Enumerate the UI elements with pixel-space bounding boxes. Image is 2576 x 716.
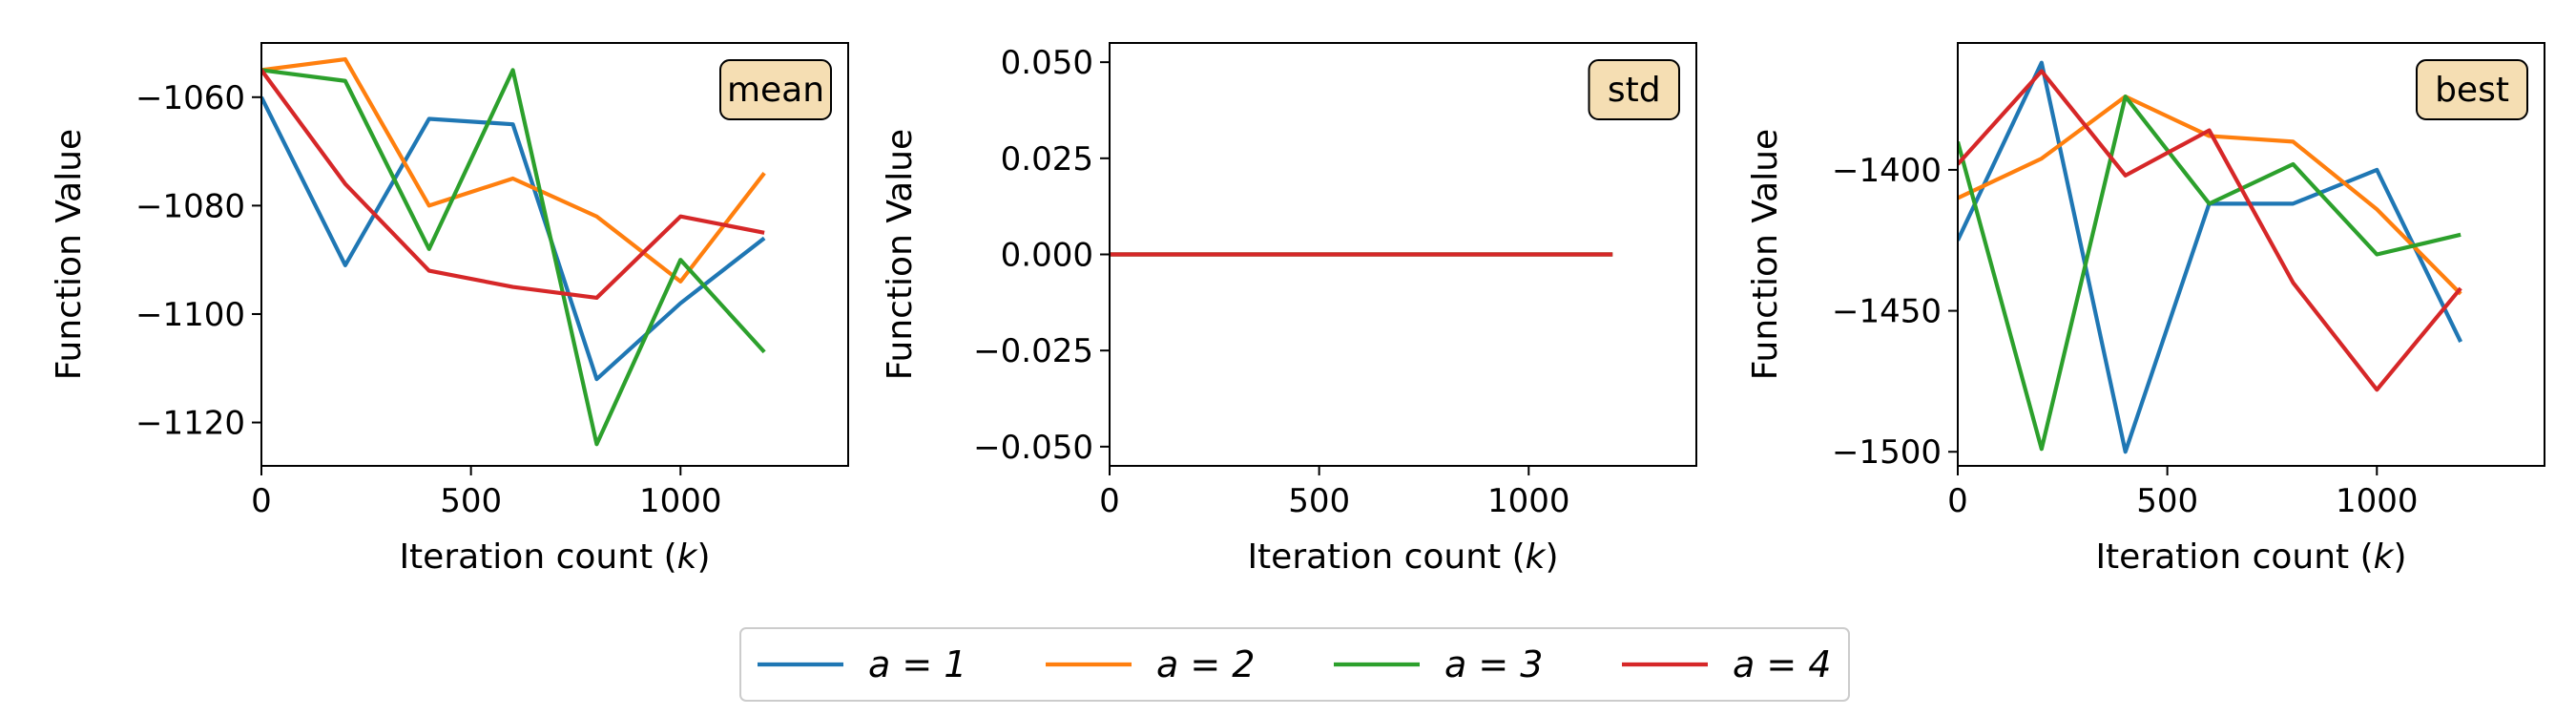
series-line-4 xyxy=(261,69,765,301)
chart-panel-best: 0 500 1000 −1400 −1450 −1500 Iteration count (… xyxy=(1746,42,2545,577)
legend-entry-1: a = 1 xyxy=(758,643,966,685)
series-line-4 xyxy=(1958,69,2462,392)
legend-entry-2: a = 2 xyxy=(1046,643,1255,685)
legend-label: a = 1 xyxy=(868,643,966,685)
badge-box xyxy=(719,59,832,120)
x-axis-label: Iteration count (k) xyxy=(1247,537,1558,577)
series-line-2 xyxy=(1958,95,2462,296)
y-tick-label: −0.025 xyxy=(973,332,1093,370)
y-tick-label: 0.050 xyxy=(1001,44,1093,82)
legend-label: a = 3 xyxy=(1444,643,1543,685)
y-tick-label: −1060 xyxy=(135,79,245,117)
axes-frame xyxy=(260,42,849,467)
x-tick-label: 500 xyxy=(440,482,502,520)
series-group xyxy=(1958,60,2463,454)
y-tick-label: −1080 xyxy=(135,187,245,225)
badge-label: mean xyxy=(727,71,824,110)
y-tick-label: −1100 xyxy=(135,296,245,334)
y-axis-label: Function Value xyxy=(50,129,89,380)
y-tick-label: −1500 xyxy=(1832,433,1942,472)
legend: a = 1 a = 2 a = 3 a = 4 xyxy=(739,627,1850,702)
series-group xyxy=(261,56,766,447)
y-tick-label: −0.050 xyxy=(973,429,1093,467)
y-tick-label: −1400 xyxy=(1832,152,1942,190)
y-tick-label: −1120 xyxy=(135,405,245,443)
y-axis-label: Function Value xyxy=(1746,129,1785,380)
badge-box xyxy=(1588,59,1680,120)
legend-entry-4: a = 4 xyxy=(1622,643,1831,685)
legend-label: a = 4 xyxy=(1733,643,1831,685)
panel-badge-std: std xyxy=(1588,59,1680,120)
series-line-2 xyxy=(261,56,766,284)
x-tick-label: 0 xyxy=(251,482,272,520)
x-tick-label: 1000 xyxy=(2336,482,2419,520)
badge-label: best xyxy=(2435,71,2509,110)
panel-badge-mean: mean xyxy=(719,59,832,120)
legend-label: a = 2 xyxy=(1156,643,1255,685)
legend-frame xyxy=(739,627,1850,702)
chart-panel-std: 0 500 1000 0.050 0.025 0.000 −0.025 −0.050 Itera… xyxy=(881,42,1697,577)
x-axis-label: Iteration count (k) xyxy=(399,537,710,577)
y-tick-label: −1450 xyxy=(1832,293,1942,331)
x-tick-label: 1000 xyxy=(1487,482,1570,520)
series-line-3 xyxy=(261,68,766,447)
badge-label: std xyxy=(1608,71,1661,110)
x-tick-label: 1000 xyxy=(639,482,722,520)
axes-frame xyxy=(1957,42,2545,467)
x-tick-label: 500 xyxy=(2136,482,2198,520)
chart-panel-mean: 0 500 1000 −1060 −1080 −1100 −1120 Iteration co… xyxy=(50,42,849,577)
legend-entry-3: a = 3 xyxy=(1334,643,1543,685)
series-line-1 xyxy=(261,95,766,382)
x-axis-label: Iteration count (k) xyxy=(2095,537,2406,577)
y-axis-label: Function Value xyxy=(881,129,920,380)
y-tick-label: 0.025 xyxy=(1001,140,1093,179)
panel-badge-best: best xyxy=(2416,59,2528,120)
y-tick-label: 0.000 xyxy=(1001,237,1093,275)
series-line-3 xyxy=(1958,95,2462,452)
x-tick-label: 0 xyxy=(1099,482,1120,520)
badge-box xyxy=(2416,59,2528,120)
x-tick-label: 500 xyxy=(1288,482,1350,520)
x-tick-label: 0 xyxy=(1947,482,1968,520)
